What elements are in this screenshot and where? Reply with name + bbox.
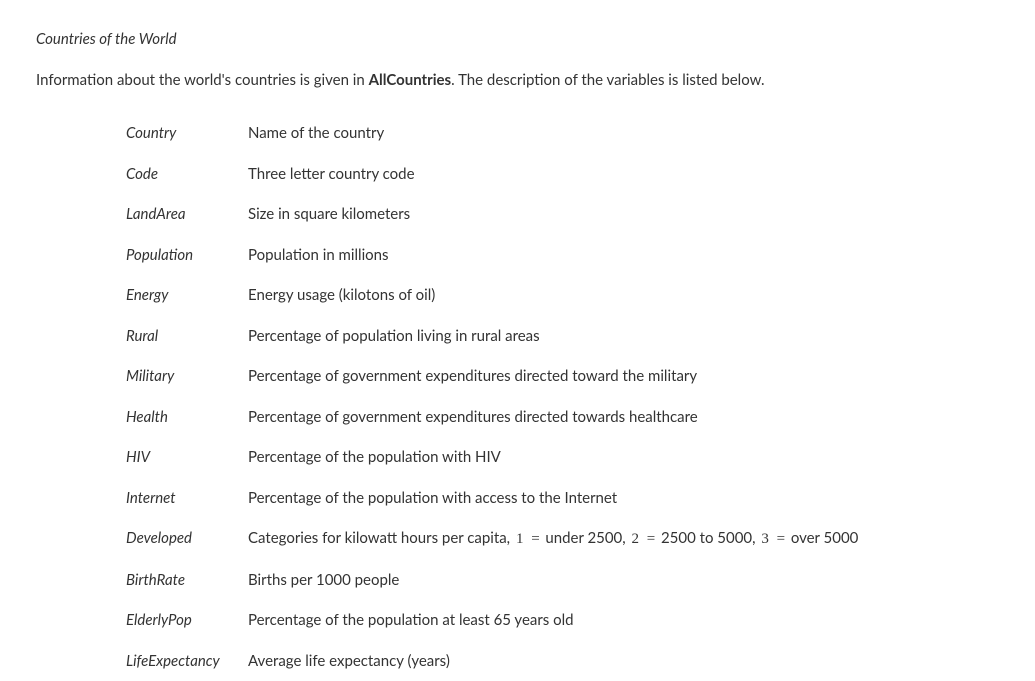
variable-name: Internet xyxy=(126,478,248,519)
variable-description: Size in square kilometers xyxy=(248,194,868,235)
equals-sign: = xyxy=(525,531,545,547)
variable-description: Energy usage (kilotons of oil) xyxy=(248,275,868,316)
variable-name: Developed xyxy=(126,518,248,560)
variable-description: Percentage of government expenditures di… xyxy=(248,356,868,397)
table-row: HealthPercentage of government expenditu… xyxy=(126,397,868,438)
table-row: EnergyEnergy usage (kilotons of oil) xyxy=(126,275,868,316)
desc-text: over 5000 xyxy=(791,529,859,547)
table-row: LifeExpectancyAverage life expectancy (y… xyxy=(126,641,868,681)
variable-description: Percentage of the population at least 65… xyxy=(248,600,868,641)
variable-name: HIV xyxy=(126,437,248,478)
variable-name: Energy xyxy=(126,275,248,316)
variable-name: ElderlyPop xyxy=(126,600,248,641)
variable-name: Rural xyxy=(126,316,248,357)
math-number: 2 xyxy=(630,531,642,547)
variable-name: BirthRate xyxy=(126,560,248,601)
section-title: Countries of the World xyxy=(36,28,999,51)
desc-text: Categories for kilowatt hours per capita… xyxy=(248,529,514,547)
equals-sign: = xyxy=(771,531,791,547)
variable-name: Code xyxy=(126,154,248,195)
variable-description: Births per 1000 people xyxy=(248,560,868,601)
variable-description: Categories for kilowatt hours per capita… xyxy=(248,518,868,560)
variable-name: LifeExpectancy xyxy=(126,641,248,681)
variable-description: Average life expectancy (years) xyxy=(248,641,868,681)
desc-text: 2500 to 5000, xyxy=(661,529,759,547)
variable-description: Percentage of the population with HIV xyxy=(248,437,868,478)
table-row: RuralPercentage of population living in … xyxy=(126,316,868,357)
math-number: 1 xyxy=(514,531,526,547)
variables-table: CountryName of the countryCodeThree lett… xyxy=(126,113,868,681)
variable-name: Population xyxy=(126,235,248,276)
table-row: ElderlyPopPercentage of the population a… xyxy=(126,600,868,641)
table-row: LandAreaSize in square kilometers xyxy=(126,194,868,235)
variable-description: Percentage of government expenditures di… xyxy=(248,397,868,438)
variable-name: Military xyxy=(126,356,248,397)
table-row: CountryName of the country xyxy=(126,113,868,154)
variable-name: Country xyxy=(126,113,248,154)
table-row: MilitaryPercentage of government expendi… xyxy=(126,356,868,397)
table-row: BirthRateBirths per 1000 people xyxy=(126,560,868,601)
equals-sign: = xyxy=(641,531,661,547)
intro-prefix: Information about the world's countries … xyxy=(36,71,369,89)
math-number: 3 xyxy=(759,531,771,547)
table-row: HIVPercentage of the population with HIV xyxy=(126,437,868,478)
variable-description: Population in millions xyxy=(248,235,868,276)
variable-description: Three letter country code xyxy=(248,154,868,195)
variable-description: Percentage of population living in rural… xyxy=(248,316,868,357)
variable-name: LandArea xyxy=(126,194,248,235)
table-row: PopulationPopulation in millions xyxy=(126,235,868,276)
intro-suffix: . The description of the variables is li… xyxy=(451,71,764,89)
variable-description: Percentage of the population with access… xyxy=(248,478,868,519)
table-row: CodeThree letter country code xyxy=(126,154,868,195)
intro-paragraph: Information about the world's countries … xyxy=(36,69,999,92)
variable-name: Health xyxy=(126,397,248,438)
table-row: DevelopedCategories for kilowatt hours p… xyxy=(126,518,868,560)
desc-text: under 2500, xyxy=(545,529,629,547)
table-row: InternetPercentage of the population wit… xyxy=(126,478,868,519)
variable-description: Name of the country xyxy=(248,113,868,154)
dataset-name: AllCountries xyxy=(369,71,452,89)
